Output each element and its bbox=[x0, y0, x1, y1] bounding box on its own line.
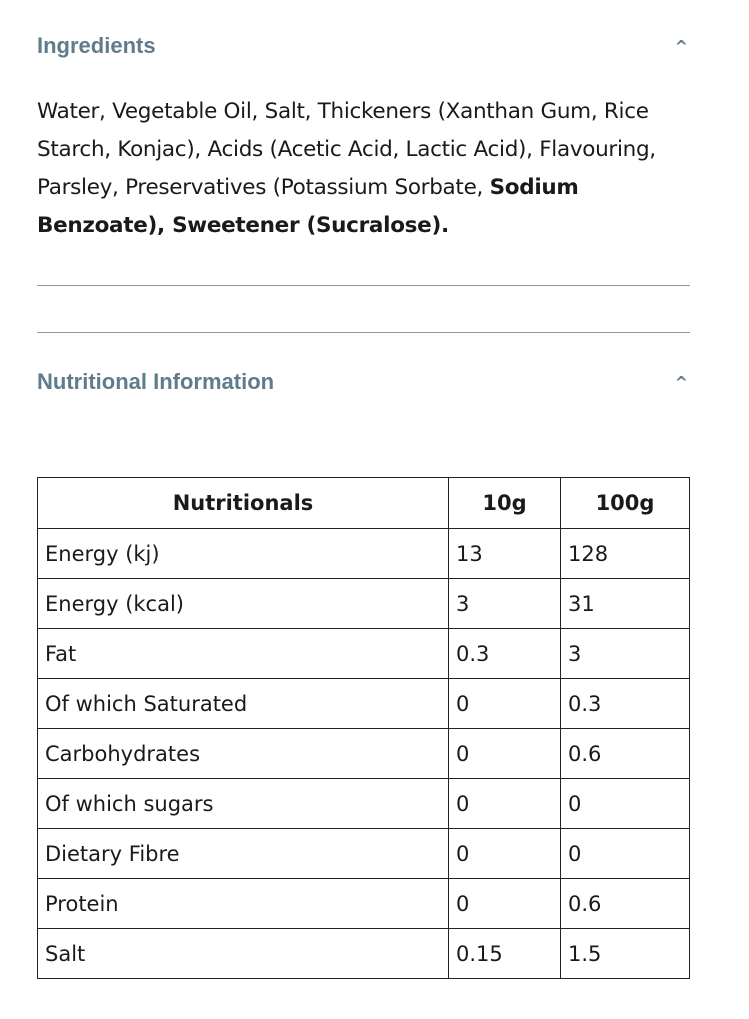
table-cell: 0.6 bbox=[560, 878, 690, 929]
table-row: Salt 0.15 1.5 bbox=[37, 928, 690, 979]
table-cell: 0.6 bbox=[560, 728, 690, 779]
chevron-up-icon[interactable]: ^ bbox=[674, 36, 688, 56]
table-cell: 0.3 bbox=[448, 628, 561, 679]
table-cell: Of which sugars bbox=[37, 778, 449, 829]
table-row: Energy (kj) 13 128 bbox=[37, 528, 690, 579]
table-cell: Dietary Fibre bbox=[37, 828, 449, 879]
ingredients-text: Water, Vegetable Oil, Salt, Thickeners (… bbox=[37, 93, 697, 245]
table-cell: 1.5 bbox=[560, 928, 690, 979]
table-cell: 13 bbox=[448, 528, 561, 579]
table-cell: Energy (kcal) bbox=[37, 578, 449, 629]
table-cell: 3 bbox=[448, 578, 561, 629]
table-row: Energy (kcal) 3 31 bbox=[37, 578, 690, 629]
table-cell: Fat bbox=[37, 628, 449, 679]
table-cell: Carbohydrates bbox=[37, 728, 449, 779]
nutrition-table: Nutritionals 10g 100g Energy (kj) 13 128 En… bbox=[37, 477, 690, 979]
ingredients-title: Ingredients bbox=[37, 33, 156, 58]
table-cell: 0 bbox=[560, 828, 690, 879]
chevron-up-icon[interactable]: ^ bbox=[674, 372, 688, 392]
table-cell: Of which Saturated bbox=[37, 678, 449, 729]
divider bbox=[37, 285, 690, 286]
table-cell: 0 bbox=[448, 828, 561, 879]
table-cell: 3 bbox=[560, 628, 690, 679]
divider bbox=[37, 332, 690, 333]
table-row: Carbohydrates 0 0.6 bbox=[37, 728, 690, 779]
table-cell: 0.15 bbox=[448, 928, 561, 979]
ingredients-regular: Water, Vegetable Oil, Salt, Thickeners (… bbox=[37, 99, 656, 200]
table-cell: Energy (kj) bbox=[37, 528, 449, 579]
ingredients-accordion-header[interactable]: Ingredients ^ bbox=[37, 31, 690, 61]
table-row: Protein 0 0.6 bbox=[37, 878, 690, 929]
table-cell: 0.3 bbox=[560, 678, 690, 729]
nutrition-title: Nutritional Information bbox=[37, 369, 275, 394]
table-row: Of which sugars 0 0 bbox=[37, 778, 690, 829]
header-cell: 100g bbox=[560, 477, 690, 529]
table-row: Fat 0.3 3 bbox=[37, 628, 690, 679]
table-cell: 0 bbox=[448, 778, 561, 829]
ingredients-bold: Sodium Benzoate), Sweetener (Sucralose). bbox=[37, 175, 579, 238]
table-cell: Protein bbox=[37, 878, 449, 929]
table-header: Nutritionals 10g 100g bbox=[37, 477, 690, 529]
table-row: Dietary Fibre 0 0 bbox=[37, 828, 690, 879]
table-cell: 128 bbox=[560, 528, 690, 579]
table-cell: Salt bbox=[37, 928, 449, 979]
header-cell: 10g bbox=[448, 477, 561, 529]
header-cell: Nutritionals bbox=[37, 477, 449, 529]
table-cell: 0 bbox=[448, 878, 561, 929]
table-cell: 0 bbox=[560, 778, 690, 829]
table-cell: 31 bbox=[560, 578, 690, 629]
table-cell: 0 bbox=[448, 678, 561, 729]
table-cell: 0 bbox=[448, 728, 561, 779]
table-row: Of which Saturated 0 0.3 bbox=[37, 678, 690, 729]
nutrition-accordion-header[interactable]: Nutritional Information ^ bbox=[37, 367, 690, 397]
